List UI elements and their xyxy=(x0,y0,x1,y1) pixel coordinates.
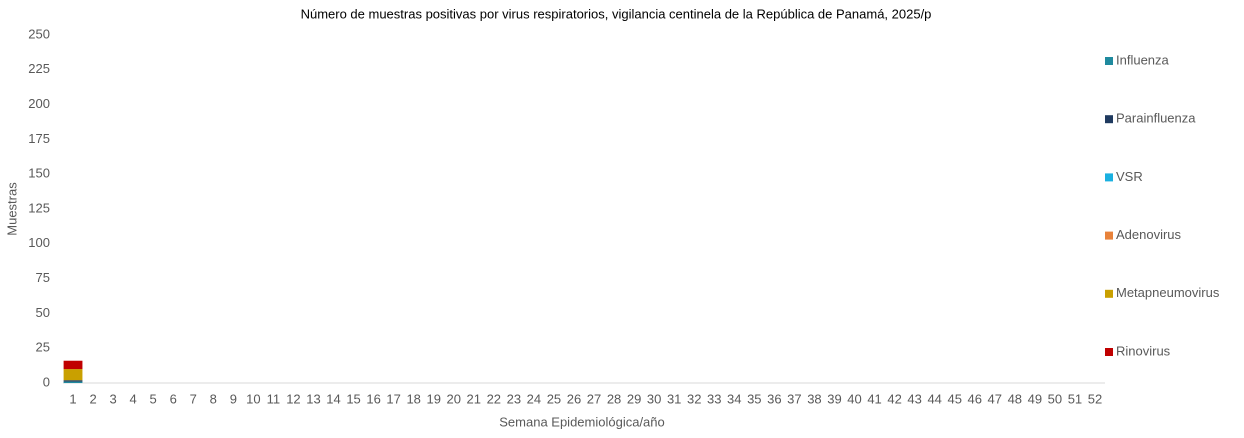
x-tick-label: 29 xyxy=(627,391,641,406)
x-tick-label: 18 xyxy=(406,391,420,406)
bar-segment xyxy=(63,369,83,381)
x-tick-label: 5 xyxy=(150,391,157,406)
y-tick-label: 125 xyxy=(28,200,50,215)
x-tick-label: 21 xyxy=(467,391,481,406)
x-tick-label: 27 xyxy=(587,391,601,406)
x-tick-label: 49 xyxy=(1028,391,1042,406)
x-tick-label: 14 xyxy=(326,391,340,406)
legend-swatch xyxy=(1105,173,1113,182)
x-tick-label: 40 xyxy=(847,391,861,406)
bar-segment xyxy=(63,360,83,370)
legend-swatch xyxy=(1105,289,1113,298)
x-tick-label: 48 xyxy=(1008,391,1022,406)
bar-segment xyxy=(63,380,83,382)
x-axis-title: Semana Epidemiológica/año xyxy=(499,414,665,429)
x-tick-label: 37 xyxy=(787,391,801,406)
x-tick-label: 19 xyxy=(426,391,440,406)
x-tick-label: 43 xyxy=(907,391,921,406)
legend-label: Rinovirus xyxy=(1116,343,1171,358)
legend-swatch xyxy=(1105,348,1113,356)
x-tick-label: 11 xyxy=(267,391,281,406)
x-tick-label: 13 xyxy=(306,391,320,406)
x-tick-label: 50 xyxy=(1048,391,1062,406)
x-tick-label: 46 xyxy=(968,391,982,406)
legend-label: Parainfluenza xyxy=(1116,111,1196,126)
x-tick-label: 42 xyxy=(887,391,901,406)
x-tick-label: 26 xyxy=(567,391,581,406)
x-tick-label: 16 xyxy=(366,391,380,406)
x-tick-label: 47 xyxy=(988,391,1002,406)
y-tick-label: 150 xyxy=(28,166,50,181)
x-tick-label: 8 xyxy=(210,391,217,406)
x-tick-label: 2 xyxy=(89,391,96,406)
y-tick-label: 75 xyxy=(36,270,50,285)
x-tick-label: 45 xyxy=(947,391,961,406)
x-tick-label: 23 xyxy=(507,391,521,406)
x-tick-label: 20 xyxy=(447,391,461,406)
x-tick-label: 1 xyxy=(69,391,76,406)
bar-segment xyxy=(63,381,83,383)
x-tick-label: 10 xyxy=(246,391,260,406)
legend-label: VSR xyxy=(1116,169,1143,184)
legend-label: Influenza xyxy=(1116,52,1170,67)
x-tick-label: 30 xyxy=(647,391,661,406)
x-tick-label: 4 xyxy=(130,391,137,406)
legend-swatch xyxy=(1105,231,1113,240)
chart-title: Número de muestras positivas por virus r… xyxy=(301,6,932,21)
x-tick-label: 33 xyxy=(707,391,721,406)
x-tick-label: 25 xyxy=(547,391,561,406)
x-tick-label: 24 xyxy=(527,391,541,406)
y-tick-label: 225 xyxy=(28,61,50,76)
y-tick-label: 25 xyxy=(36,340,50,355)
x-tick-label: 32 xyxy=(687,391,701,406)
x-tick-label: 52 xyxy=(1088,391,1102,406)
x-tick-label: 17 xyxy=(386,391,400,406)
x-tick-label: 15 xyxy=(346,391,360,406)
y-tick-label: 50 xyxy=(36,305,50,320)
x-tick-label: 35 xyxy=(747,391,761,406)
x-tick-label: 28 xyxy=(607,391,621,406)
x-tick-label: 22 xyxy=(487,391,501,406)
x-tick-label: 6 xyxy=(170,391,177,406)
x-tick-label: 44 xyxy=(927,391,941,406)
legend-swatch xyxy=(1105,115,1113,124)
y-tick-label: 0 xyxy=(43,374,50,389)
x-tick-label: 36 xyxy=(767,391,781,406)
y-tick-label: 200 xyxy=(28,96,50,111)
legend-swatch xyxy=(1105,57,1113,65)
legend-label: Adenovirus xyxy=(1116,227,1182,242)
x-tick-label: 3 xyxy=(109,391,116,406)
x-tick-label: 9 xyxy=(230,391,237,406)
y-tick-label: 175 xyxy=(28,131,50,146)
legend-label: Metapneumovirus xyxy=(1116,285,1220,300)
x-tick-label: 7 xyxy=(190,391,197,406)
x-tick-label: 41 xyxy=(867,391,881,406)
x-tick-label: 34 xyxy=(727,391,741,406)
y-axis-title: Muestras xyxy=(4,182,19,236)
x-tick-label: 31 xyxy=(667,391,681,406)
x-tick-label: 12 xyxy=(286,391,300,406)
x-tick-label: 51 xyxy=(1068,391,1082,406)
x-tick-label: 39 xyxy=(827,391,841,406)
y-tick-label: 100 xyxy=(28,235,50,250)
y-tick-label: 250 xyxy=(28,26,50,41)
x-tick-label: 38 xyxy=(807,391,821,406)
